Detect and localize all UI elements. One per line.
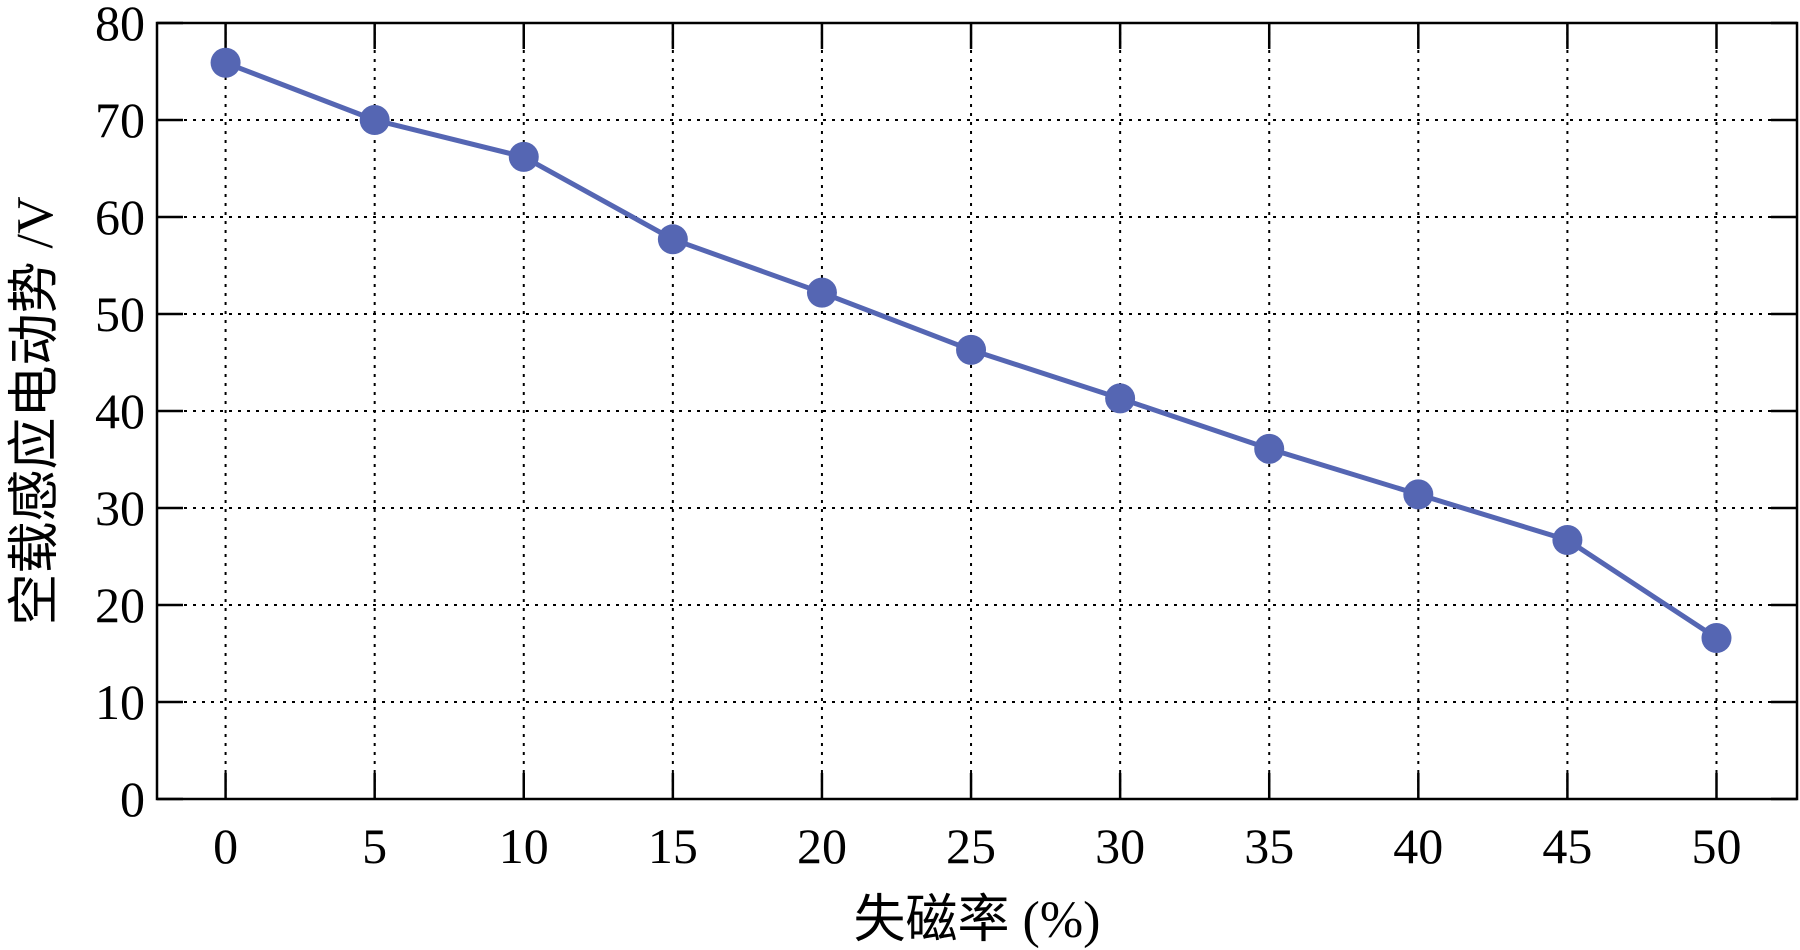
y-tick-label: 20 (95, 577, 145, 633)
grid (157, 23, 1797, 799)
y-tick-labels: 0 10 20 30 40 50 60 70 80 (95, 0, 145, 827)
data-point (1552, 525, 1583, 556)
plot-frame (155, 21, 1799, 801)
x-tick-label: 10 (499, 818, 549, 874)
y-tick-label: 60 (95, 189, 145, 245)
data-point (359, 105, 390, 135)
data-point (1403, 479, 1434, 510)
y-tick-label: 30 (95, 480, 145, 536)
data-point (657, 224, 688, 255)
data-point (806, 277, 837, 308)
y-tick-label: 10 (95, 674, 145, 730)
x-tick-label: 5 (362, 818, 387, 874)
x-tick-labels: 0 5 10 15 20 25 30 35 40 45 50 (213, 818, 1741, 874)
x-tick-label: 40 (1393, 818, 1443, 874)
y-tick-label: 80 (95, 0, 145, 51)
x-tick-label: 30 (1095, 818, 1145, 874)
y-tick-label: 40 (95, 383, 145, 439)
series-layer (210, 47, 1732, 653)
y-tick-label: 70 (95, 92, 145, 148)
x-tick-label: 25 (946, 818, 996, 874)
x-tick-label: 0 (213, 818, 238, 874)
x-tick-label: 35 (1244, 818, 1294, 874)
x-axis-title: 失磁率 (%) (854, 892, 1101, 949)
data-point (210, 47, 241, 78)
x-tick-label: 15 (648, 818, 698, 874)
y-tick-label: 0 (120, 771, 145, 827)
y-axis-title: 空载感应电动势 /V (7, 196, 64, 625)
data-point (1105, 383, 1136, 414)
x-tick-label: 50 (1691, 818, 1741, 874)
data-point (1701, 622, 1732, 653)
y-tick-label: 50 (95, 286, 145, 342)
x-tick-label: 20 (797, 818, 847, 874)
data-point (508, 141, 539, 172)
data-point (956, 334, 987, 365)
data-point (1254, 433, 1285, 464)
x-tick-label: 45 (1542, 818, 1592, 874)
